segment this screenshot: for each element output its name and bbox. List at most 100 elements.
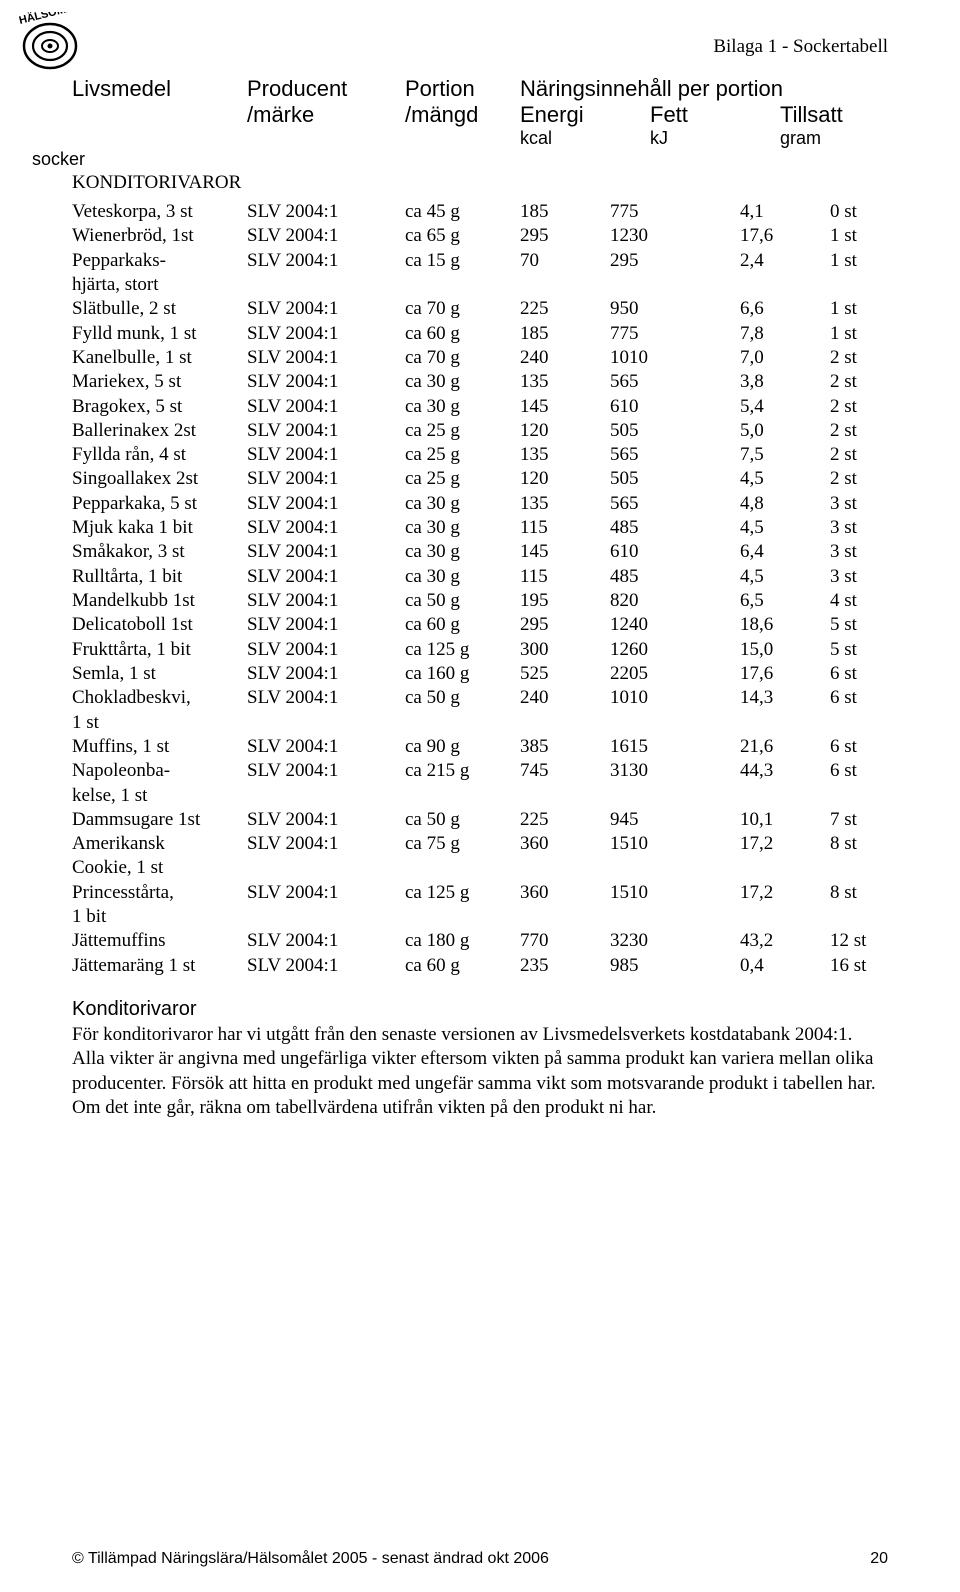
cell-prod: SLV 2004:1 <box>247 516 405 540</box>
cell-sugar: 3 st <box>830 565 880 589</box>
cell-prod: SLV 2004:1 <box>247 735 405 759</box>
paragraph-title: Konditorivaror <box>72 998 888 1021</box>
cell-fat <box>740 273 830 297</box>
cell-kcal: 745 <box>520 759 610 783</box>
cell-fat: 0,4 <box>740 954 830 978</box>
column-headers: Livsmedel Producent Portion Näringsinneh… <box>72 76 888 170</box>
cell-food: kelse, 1 st <box>72 784 247 808</box>
cell-sugar: 1 st <box>830 249 880 273</box>
cell-port: ca 50 g <box>405 589 520 613</box>
cell-food: Fyllda rån, 4 st <box>72 443 247 467</box>
cell-sugar: 4 st <box>830 589 880 613</box>
cell-fat: 4,1 <box>740 200 830 224</box>
table-row: Jättemaräng 1 stSLV 2004:1ca 60 g2359850… <box>72 954 888 978</box>
table-row: Princesstårta,SLV 2004:1ca 125 g36015101… <box>72 881 888 905</box>
cell-food: Dammsugare 1st <box>72 808 247 832</box>
halsomalet-logo: HÄLSOMÅLET <box>12 12 132 72</box>
cell-sugar: 2 st <box>830 443 880 467</box>
table-row: hjärta, stort <box>72 273 888 297</box>
cell-kj: 1510 <box>610 832 740 856</box>
cell-port: ca 125 g <box>405 638 520 662</box>
cell-sugar: 2 st <box>830 395 880 419</box>
cell-food: Kanelbulle, 1 st <box>72 346 247 370</box>
cell-kcal: 135 <box>520 370 610 394</box>
cell-fat: 44,3 <box>740 759 830 783</box>
col-blank <box>247 128 405 149</box>
col-energi: Energi <box>520 102 650 128</box>
cell-prod: SLV 2004:1 <box>247 589 405 613</box>
cell-food: Pepparkaka, 5 st <box>72 492 247 516</box>
cell-food: Bragokex, 5 st <box>72 395 247 419</box>
page: HÄLSOMÅLET Bilaga 1 - Sockertabell Livsm… <box>0 0 960 1592</box>
cell-food: 1 bit <box>72 905 247 929</box>
cell-food: hjärta, stort <box>72 273 247 297</box>
cell-fat: 15,0 <box>740 638 830 662</box>
cell-sugar: 5 st <box>830 638 880 662</box>
cell-kj: 945 <box>610 808 740 832</box>
cell-kcal <box>520 784 610 808</box>
cell-kj: 505 <box>610 467 740 491</box>
table-row: Mjuk kaka 1 bitSLV 2004:1ca 30 g1154854,… <box>72 516 888 540</box>
cell-sugar <box>830 905 880 929</box>
col-blank <box>405 128 520 149</box>
cell-kj: 1010 <box>610 346 740 370</box>
cell-fat: 4,5 <box>740 565 830 589</box>
cell-prod: SLV 2004:1 <box>247 467 405 491</box>
cell-kj: 485 <box>610 516 740 540</box>
cell-kj: 3130 <box>610 759 740 783</box>
nutrition-table: Veteskorpa, 3 stSLV 2004:1ca 45 g1857754… <box>72 200 888 978</box>
cell-fat: 17,2 <box>740 881 830 905</box>
cell-kj: 820 <box>610 589 740 613</box>
cell-kcal: 770 <box>520 929 610 953</box>
cell-fat: 21,6 <box>740 735 830 759</box>
cell-kcal: 525 <box>520 662 610 686</box>
cell-port <box>405 784 520 808</box>
table-row: Cookie, 1 st <box>72 856 888 880</box>
cell-sugar: 8 st <box>830 881 880 905</box>
cell-food: Fylld munk, 1 st <box>72 322 247 346</box>
col-gram: gram <box>780 128 880 149</box>
table-row: Veteskorpa, 3 stSLV 2004:1ca 45 g1857754… <box>72 200 888 224</box>
table-row: Muffins, 1 stSLV 2004:1ca 90 g385161521,… <box>72 735 888 759</box>
table-row: Bragokex, 5 stSLV 2004:1ca 30 g1456105,4… <box>72 395 888 419</box>
cell-food: Amerikansk <box>72 832 247 856</box>
cell-food: Mariekex, 5 st <box>72 370 247 394</box>
cell-fat: 18,6 <box>740 613 830 637</box>
cell-food: Småkakor, 3 st <box>72 540 247 564</box>
cell-prod: SLV 2004:1 <box>247 613 405 637</box>
cell-kj: 3230 <box>610 929 740 953</box>
cell-sugar: 6 st <box>830 735 880 759</box>
table-row: Pepparkaks-SLV 2004:1ca 15 g702952,41 st <box>72 249 888 273</box>
cell-kcal: 295 <box>520 224 610 248</box>
cell-kcal: 115 <box>520 516 610 540</box>
cell-food: Semla, 1 st <box>72 662 247 686</box>
cell-food: Mandelkubb 1st <box>72 589 247 613</box>
table-row: Småkakor, 3 stSLV 2004:1ca 30 g1456106,4… <box>72 540 888 564</box>
cell-kj: 505 <box>610 419 740 443</box>
cell-sugar: 12 st <box>830 929 880 953</box>
cell-fat: 4,5 <box>740 467 830 491</box>
col-portion: Portion <box>405 76 520 102</box>
cell-fat: 43,2 <box>740 929 830 953</box>
cell-prod: SLV 2004:1 <box>247 565 405 589</box>
cell-fat: 7,8 <box>740 322 830 346</box>
cell-food: Ballerinakex 2st <box>72 419 247 443</box>
cell-kj: 610 <box>610 540 740 564</box>
cell-food: Delicatoboll 1st <box>72 613 247 637</box>
cell-port: ca 180 g <box>405 929 520 953</box>
cell-kcal: 360 <box>520 832 610 856</box>
cell-port: ca 15 g <box>405 249 520 273</box>
cell-kj: 565 <box>610 443 740 467</box>
table-row: 1 st <box>72 711 888 735</box>
cell-port: ca 60 g <box>405 613 520 637</box>
cell-prod: SLV 2004:1 <box>247 540 405 564</box>
cell-kj: 1615 <box>610 735 740 759</box>
cell-sugar: 6 st <box>830 686 880 710</box>
table-row: Fyllda rån, 4 stSLV 2004:1ca 25 g1355657… <box>72 443 888 467</box>
cell-kcal: 115 <box>520 565 610 589</box>
table-row: Mariekex, 5 stSLV 2004:1ca 30 g1355653,8… <box>72 370 888 394</box>
cell-port: ca 60 g <box>405 322 520 346</box>
cell-kcal: 225 <box>520 808 610 832</box>
table-row: Dammsugare 1stSLV 2004:1ca 50 g22594510,… <box>72 808 888 832</box>
cell-fat: 17,6 <box>740 662 830 686</box>
